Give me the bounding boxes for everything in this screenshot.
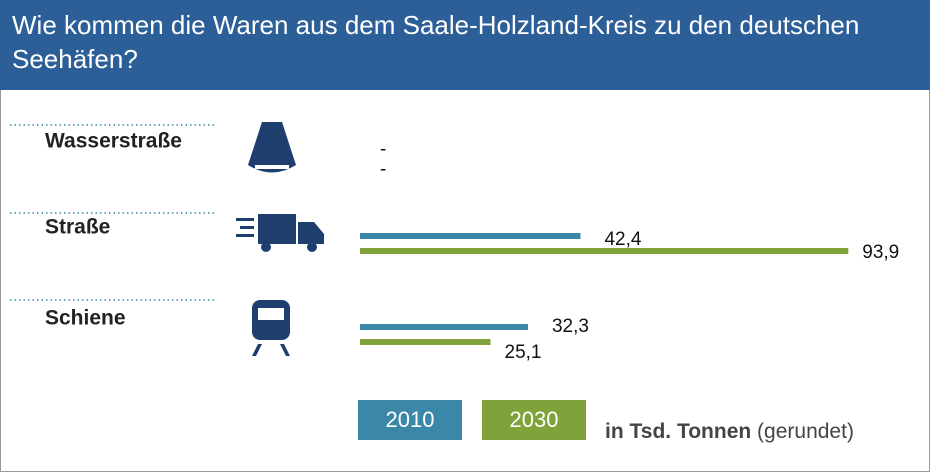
header — [0, 0, 930, 90]
legend-label: 2030 — [510, 407, 559, 432]
unit-text: in Tsd. Tonnen (gerundet) — [605, 420, 854, 443]
ship-line — [255, 165, 289, 169]
truck-box — [258, 214, 296, 244]
bar — [360, 233, 581, 239]
icons — [236, 122, 324, 356]
category-label: Schiene — [45, 307, 126, 330]
wheel — [307, 242, 317, 252]
truck-cab — [298, 222, 324, 244]
speed-line — [236, 234, 254, 237]
title-box: Wie kommen die Waren aus dem Saale-Holzl… — [12, 10, 860, 74]
legend-label: 2010 — [386, 407, 435, 432]
legend-swatch — [482, 400, 586, 440]
chart-title: Wie kommen die Waren aus dem Saale-Holzl… — [12, 10, 860, 74]
note: (gerundet) — [757, 420, 854, 443]
speed-line — [240, 226, 254, 229]
value-label: 32,3 — [552, 316, 589, 337]
value-label: 25,1 — [505, 342, 542, 363]
legend-swatch — [358, 400, 462, 440]
value-label: - — [380, 159, 386, 180]
train-window — [258, 308, 284, 320]
category-label: Straße — [45, 216, 110, 239]
value-label: 42,4 — [604, 229, 641, 250]
speed-line — [236, 218, 254, 221]
bar — [360, 324, 528, 330]
value-label: - — [380, 139, 386, 160]
value-label: 93,9 — [862, 242, 899, 263]
train-rails — [252, 344, 290, 356]
category-label: Wasserstraße — [45, 130, 182, 153]
ship-icon — [248, 122, 296, 173]
unit: in Tsd. Tonnen — [605, 420, 751, 443]
wheel — [261, 242, 271, 252]
bar — [360, 248, 849, 254]
bar — [360, 339, 491, 345]
